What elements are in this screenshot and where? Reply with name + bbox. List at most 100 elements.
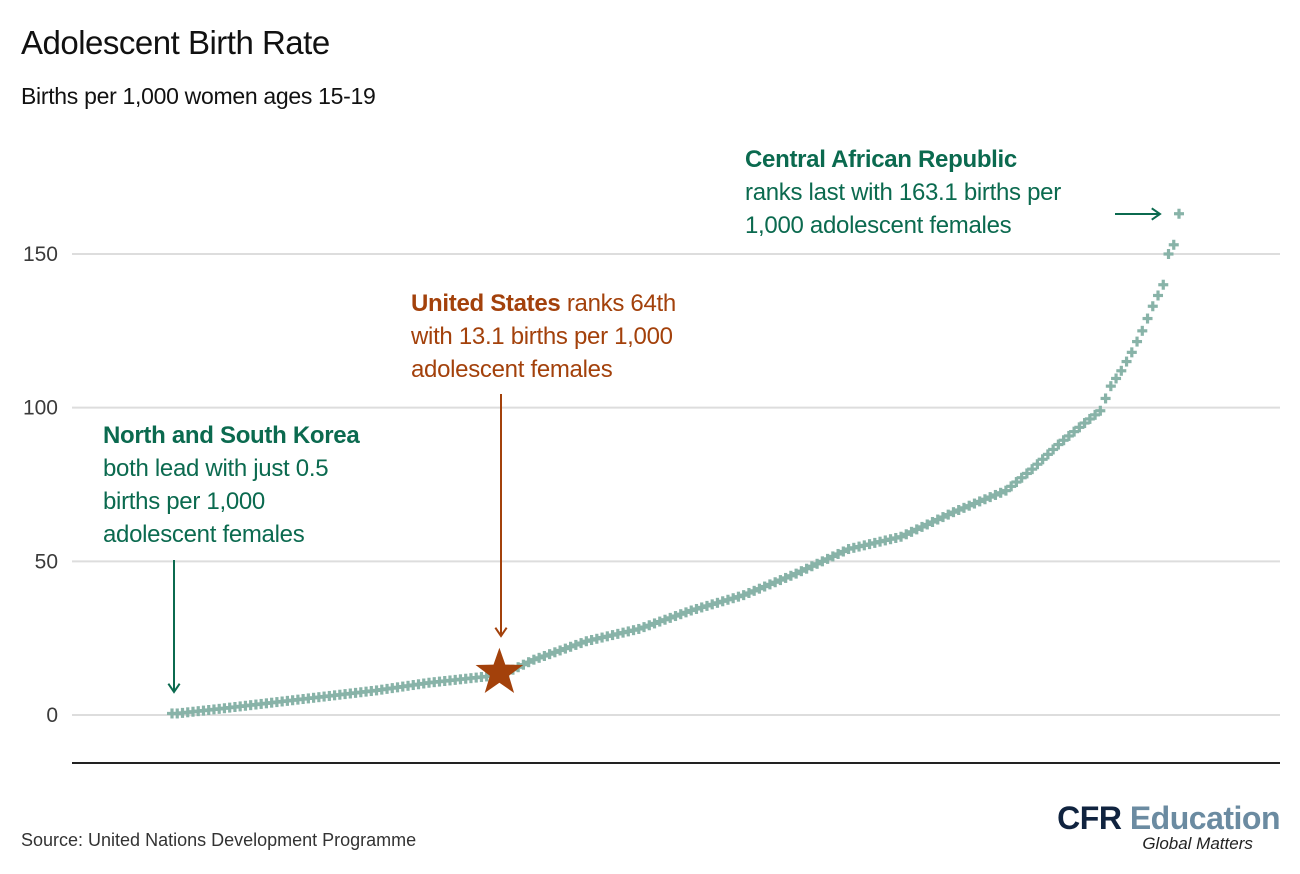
plus-marker-v bbox=[794, 568, 798, 579]
plus-marker-v bbox=[626, 626, 630, 637]
data-point bbox=[450, 674, 461, 685]
data-point bbox=[775, 575, 786, 586]
data-point bbox=[256, 698, 267, 709]
plus-marker-v bbox=[332, 690, 337, 701]
plus-marker-v bbox=[673, 611, 678, 622]
plus-marker-v bbox=[432, 677, 436, 688]
plus-marker-v bbox=[920, 521, 924, 532]
data-point bbox=[1095, 405, 1106, 416]
data-point bbox=[722, 594, 733, 605]
plus-marker-v bbox=[679, 609, 683, 620]
plus-marker-v bbox=[1004, 485, 1008, 496]
arrow-head-icon bbox=[1151, 207, 1162, 221]
data-point bbox=[1105, 381, 1116, 392]
plus-marker-v bbox=[789, 570, 793, 581]
plus-marker-v bbox=[784, 572, 788, 583]
logo-education-text: Education bbox=[1121, 800, 1281, 836]
data-point bbox=[827, 551, 838, 562]
plus-marker-v bbox=[799, 566, 803, 577]
data-point bbox=[854, 541, 865, 552]
data-point bbox=[612, 628, 623, 639]
data-point bbox=[1121, 356, 1132, 367]
data-point bbox=[1126, 347, 1137, 358]
data-point bbox=[397, 681, 408, 692]
data-point bbox=[319, 691, 330, 702]
data-point bbox=[240, 700, 251, 711]
plus-marker-v bbox=[364, 686, 368, 697]
data-point bbox=[896, 531, 907, 542]
plus-marker-v bbox=[338, 689, 342, 700]
plus-marker-v bbox=[563, 643, 567, 654]
plus-marker-v bbox=[406, 680, 410, 691]
data-point bbox=[749, 585, 760, 596]
plus-marker-v bbox=[553, 647, 557, 658]
chart-subtitle: Births per 1,000 women ages 15-19 bbox=[21, 83, 376, 109]
plus-marker-v bbox=[768, 579, 772, 590]
plus-marker-v bbox=[899, 531, 903, 542]
data-point bbox=[555, 645, 566, 656]
data-point bbox=[801, 563, 812, 574]
data-point bbox=[376, 684, 387, 695]
plus-marker-v bbox=[306, 693, 310, 704]
annotation-korea: North and South Korea both lead with jus… bbox=[103, 419, 360, 551]
plus-marker-v bbox=[312, 692, 316, 703]
data-point bbox=[922, 519, 933, 530]
data-point bbox=[313, 692, 324, 703]
data-point bbox=[182, 707, 193, 718]
plus-marker-v bbox=[537, 652, 541, 663]
data-point bbox=[833, 548, 844, 559]
plus-marker-v bbox=[301, 694, 305, 705]
data-point bbox=[1032, 459, 1043, 470]
plus-marker-v bbox=[249, 700, 253, 711]
plus-marker-v bbox=[180, 707, 185, 718]
plus-marker-v bbox=[385, 683, 389, 694]
plus-marker-v bbox=[448, 675, 452, 686]
data-point bbox=[518, 659, 529, 670]
plus-marker-v bbox=[825, 553, 830, 564]
data-point bbox=[880, 535, 891, 546]
data-points bbox=[167, 208, 1184, 719]
plus-marker-v bbox=[631, 625, 636, 636]
plus-marker-v bbox=[1130, 347, 1134, 358]
annotation-us-line2: with 13.1 births per 1,000 bbox=[411, 323, 673, 350]
plus-marker-v bbox=[474, 672, 478, 683]
plus-marker-v bbox=[1062, 435, 1066, 446]
plus-marker-v bbox=[464, 673, 468, 684]
plus-marker-v bbox=[542, 650, 546, 661]
data-point bbox=[282, 695, 293, 706]
data-point bbox=[1042, 449, 1053, 460]
plus-marker-v bbox=[642, 622, 646, 633]
data-point bbox=[1048, 444, 1059, 455]
data-point bbox=[665, 612, 676, 623]
data-point bbox=[1163, 249, 1174, 259]
data-point bbox=[728, 593, 739, 604]
plus-marker-v bbox=[894, 532, 898, 543]
plus-marker-v bbox=[978, 496, 982, 507]
data-point bbox=[791, 568, 802, 579]
plus-marker-v bbox=[548, 649, 552, 660]
data-point bbox=[444, 675, 455, 686]
data-point bbox=[848, 542, 859, 553]
plus-marker-v bbox=[941, 512, 945, 523]
plus-marker-v bbox=[647, 620, 651, 631]
plus-marker-v bbox=[972, 498, 977, 509]
data-point bbox=[1137, 325, 1148, 336]
data-point bbox=[932, 514, 943, 525]
data-point bbox=[324, 690, 335, 701]
plus-marker-v bbox=[275, 697, 279, 708]
data-point bbox=[576, 638, 587, 649]
plus-marker-v bbox=[689, 605, 693, 616]
plus-marker-v bbox=[846, 544, 851, 555]
plus-marker-v bbox=[1025, 468, 1029, 479]
car-arrow bbox=[1115, 207, 1162, 221]
annotation-korea-line4: adolescent females bbox=[103, 521, 305, 548]
plus-marker-v bbox=[416, 679, 421, 690]
plus-marker-v bbox=[291, 695, 295, 706]
plus-marker-v bbox=[930, 516, 935, 527]
plus-marker-v bbox=[1166, 249, 1171, 259]
data-point bbox=[539, 650, 550, 661]
data-point bbox=[623, 626, 634, 637]
plus-marker-v bbox=[1020, 472, 1024, 483]
gridlines bbox=[72, 253, 1280, 716]
